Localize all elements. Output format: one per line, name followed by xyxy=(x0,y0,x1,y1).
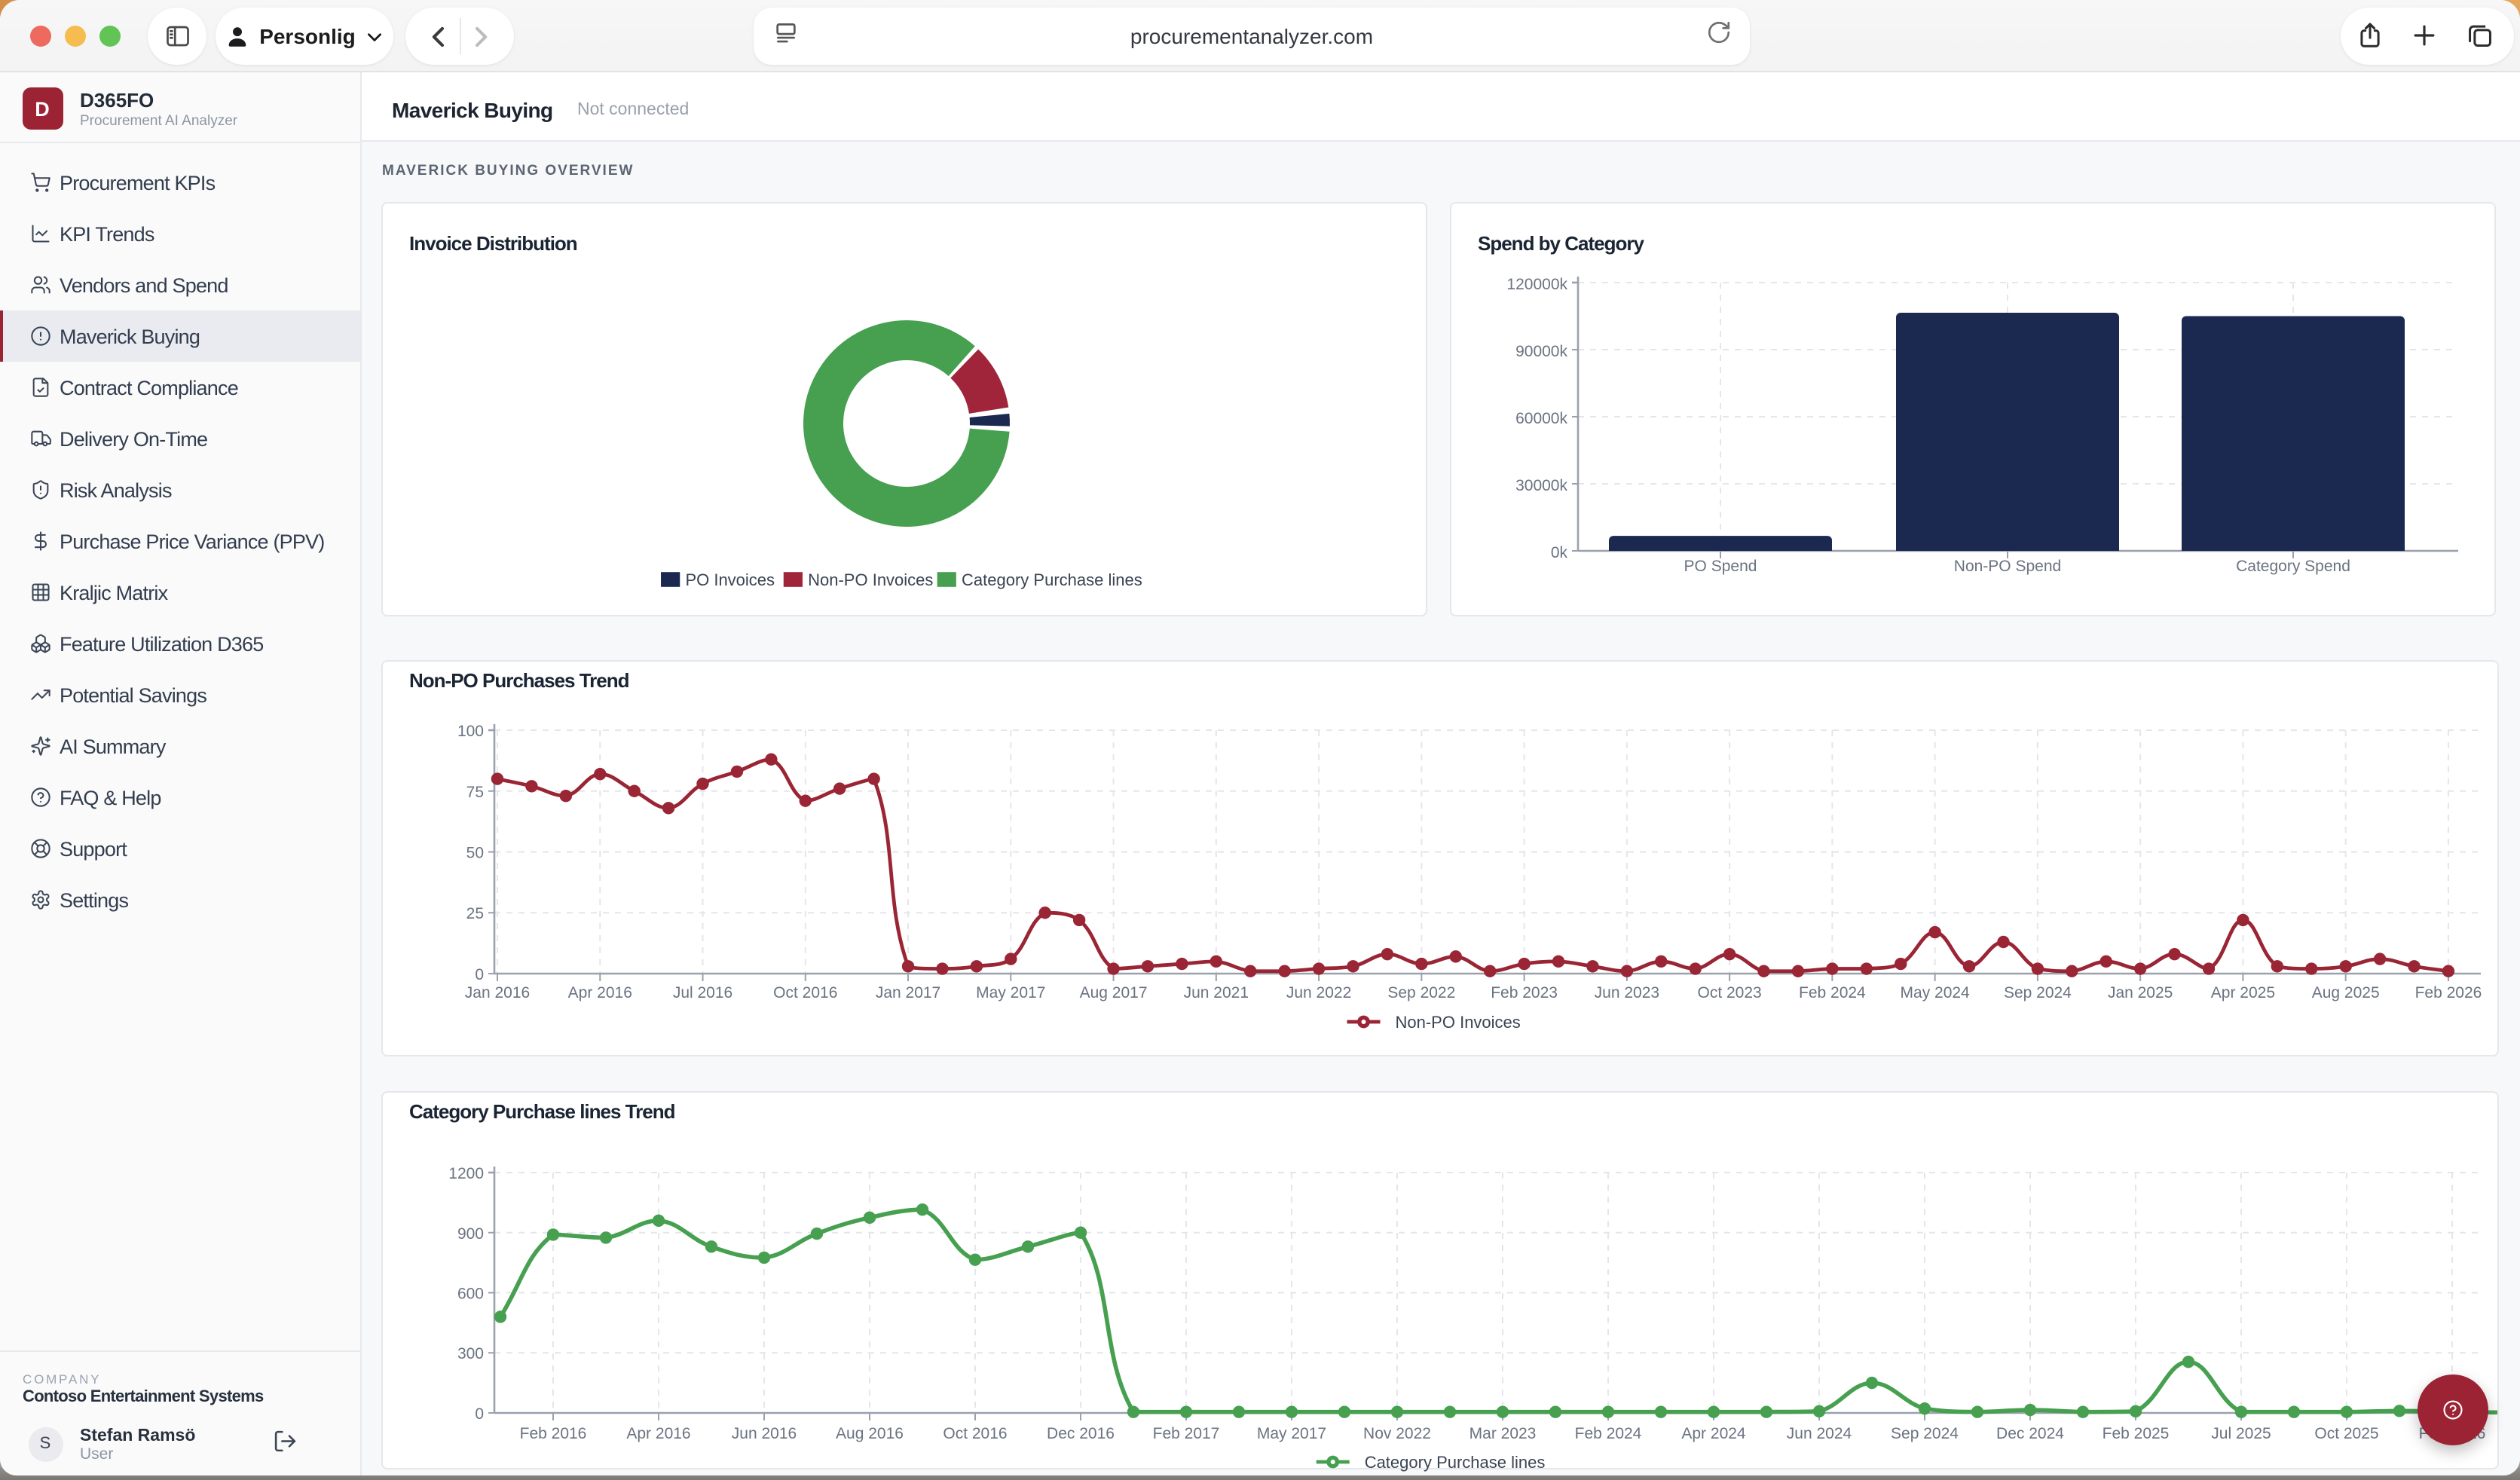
svg-text:Sep 2024: Sep 2024 xyxy=(1891,1424,1959,1442)
svg-text:Dec 2016: Dec 2016 xyxy=(1047,1424,1115,1442)
svg-text:May 2024: May 2024 xyxy=(1901,983,1971,1001)
svg-text:Aug 2025: Aug 2025 xyxy=(2312,983,2380,1001)
svg-text:Sep 2024: Sep 2024 xyxy=(2004,983,2072,1001)
svg-text:Oct 2016: Oct 2016 xyxy=(943,1424,1007,1442)
svg-text:50: 50 xyxy=(466,844,484,861)
svg-text:Feb 2023: Feb 2023 xyxy=(1491,983,1558,1001)
svg-text:Apr 2016: Apr 2016 xyxy=(568,983,632,1001)
svg-text:25: 25 xyxy=(466,904,484,922)
svg-text:Jan 2016: Jan 2016 xyxy=(465,983,530,1001)
svg-text:Apr 2024: Apr 2024 xyxy=(1681,1424,1746,1442)
svg-text:Feb 2016: Feb 2016 xyxy=(520,1424,587,1442)
svg-text:75: 75 xyxy=(466,783,484,800)
svg-text:Apr 2025: Apr 2025 xyxy=(2211,983,2275,1001)
svg-text:Feb 2017: Feb 2017 xyxy=(1153,1424,1220,1442)
svg-text:Oct 2016: Oct 2016 xyxy=(773,983,837,1001)
svg-text:90000k: 90000k xyxy=(1515,343,1567,360)
svg-text:Dec 2024: Dec 2024 xyxy=(1996,1424,2064,1442)
svg-text:Oct 2023: Oct 2023 xyxy=(1698,983,1762,1001)
svg-text:Category Spend: Category Spend xyxy=(2236,558,2350,575)
svg-text:Apr 2016: Apr 2016 xyxy=(626,1424,690,1442)
svg-text:600: 600 xyxy=(457,1285,484,1302)
svg-text:Jun 2022: Jun 2022 xyxy=(1286,983,1351,1001)
svg-text:Feb 2024: Feb 2024 xyxy=(1575,1424,1642,1442)
svg-text:Feb 2026: Feb 2026 xyxy=(2415,983,2482,1001)
svg-text:Feb 2024: Feb 2024 xyxy=(1799,983,1866,1001)
svg-text:Jun 2021: Jun 2021 xyxy=(1184,983,1249,1001)
svg-text:Aug 2017: Aug 2017 xyxy=(1080,983,1148,1001)
svg-text:Category Purchase lines: Category Purchase lines xyxy=(962,570,1142,589)
svg-text:May 2017: May 2017 xyxy=(1257,1424,1326,1442)
svg-text:Non-PO Invoices: Non-PO Invoices xyxy=(808,570,933,589)
svg-text:Oct 2025: Oct 2025 xyxy=(2314,1424,2378,1442)
svg-text:900: 900 xyxy=(457,1225,484,1242)
svg-text:Jul 2016: Jul 2016 xyxy=(673,983,732,1001)
svg-text:Aug 2016: Aug 2016 xyxy=(836,1424,904,1442)
svg-text:120000k: 120000k xyxy=(1506,276,1567,293)
svg-text:0: 0 xyxy=(475,965,484,983)
svg-text:Category Purchase lines: Category Purchase lines xyxy=(1365,1452,1546,1471)
svg-text:Sep 2022: Sep 2022 xyxy=(1387,983,1455,1001)
svg-text:Jun 2023: Jun 2023 xyxy=(1595,983,1659,1001)
svg-text:1200: 1200 xyxy=(448,1164,484,1182)
svg-text:300: 300 xyxy=(457,1344,484,1362)
svg-text:Mar 2023: Mar 2023 xyxy=(1469,1424,1537,1442)
svg-text:60000k: 60000k xyxy=(1515,410,1567,427)
svg-text:May 2017: May 2017 xyxy=(976,983,1045,1001)
svg-text:PO Invoices: PO Invoices xyxy=(685,570,775,589)
svg-text:Jun 2024: Jun 2024 xyxy=(1787,1424,1852,1442)
svg-text:Jun 2016: Jun 2016 xyxy=(732,1424,797,1442)
svg-text:0: 0 xyxy=(475,1405,484,1422)
svg-text:Non-PO Invoices: Non-PO Invoices xyxy=(1396,1012,1521,1031)
svg-text:Non-PO Spend: Non-PO Spend xyxy=(1954,558,2061,575)
svg-text:100: 100 xyxy=(457,722,484,739)
svg-text:Jan 2025: Jan 2025 xyxy=(2108,983,2173,1001)
svg-text:Feb 2025: Feb 2025 xyxy=(2103,1424,2170,1442)
svg-text:0k: 0k xyxy=(1551,544,1568,561)
svg-text:Nov 2022: Nov 2022 xyxy=(1363,1424,1431,1442)
svg-text:30000k: 30000k xyxy=(1515,477,1567,494)
svg-text:PO Spend: PO Spend xyxy=(1684,558,1757,575)
svg-text:Jul 2025: Jul 2025 xyxy=(2211,1424,2271,1442)
svg-text:Jan 2017: Jan 2017 xyxy=(876,983,940,1001)
